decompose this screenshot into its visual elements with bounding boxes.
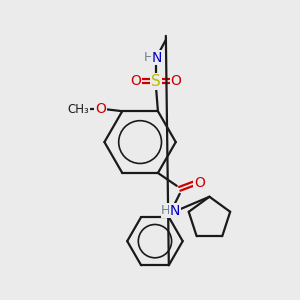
Text: O: O xyxy=(95,102,106,116)
Text: N: N xyxy=(169,204,180,218)
Text: O: O xyxy=(170,74,181,88)
Text: CH₃: CH₃ xyxy=(68,103,89,116)
Text: H: H xyxy=(143,51,153,64)
Text: O: O xyxy=(194,176,205,190)
Text: S: S xyxy=(151,74,161,89)
Text: O: O xyxy=(131,74,142,88)
Text: N: N xyxy=(152,51,162,65)
Text: H: H xyxy=(161,204,170,217)
